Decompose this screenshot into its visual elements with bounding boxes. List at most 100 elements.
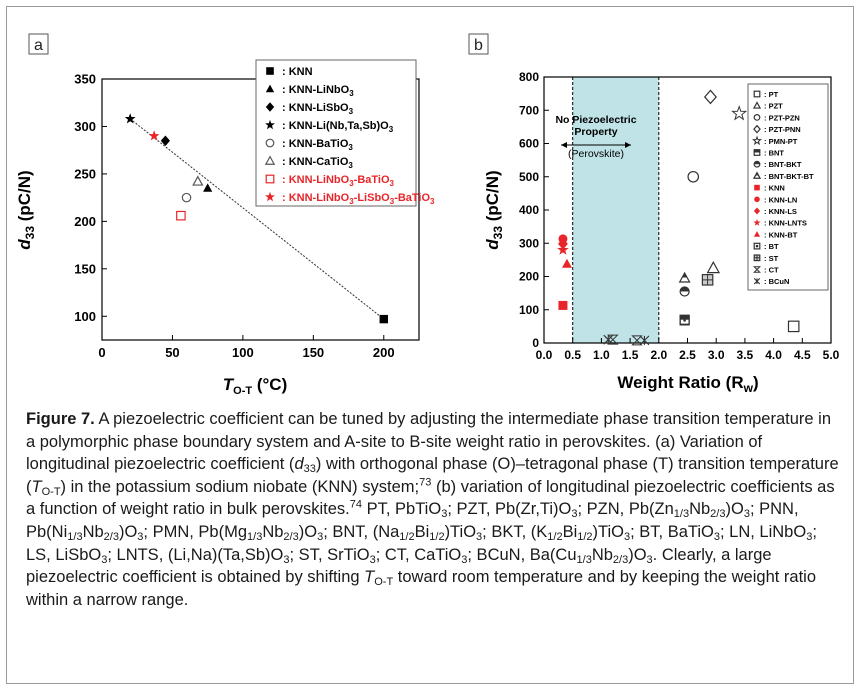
caption-part: 2/3: [103, 530, 119, 543]
data-point-b-shape: [706, 260, 721, 274]
caption-part: 3: [283, 553, 290, 566]
caption-part: )O: [118, 522, 138, 541]
caption-part: Nb: [262, 522, 284, 541]
legend-a-label: : KNN-CaTiO3: [282, 156, 353, 170]
data-point-b: [701, 274, 714, 286]
caption-part: 1/3: [576, 553, 592, 566]
legend-b-marker: [753, 113, 761, 121]
caption-part: 1/2: [399, 530, 415, 543]
shade-label-line3: (Perovskite): [568, 148, 624, 160]
legend-b-label: : BNT-BKT: [764, 160, 802, 169]
x-tick-label-a: 100: [232, 345, 254, 360]
caption-part: ; LNTS, (Li,Na)(Ta,Sb)O: [107, 545, 284, 564]
caption-part: ; BCuN, Ba(Cu: [467, 545, 577, 564]
panel-b-xlabel: Weight Ratio (Rw): [617, 373, 758, 395]
panel-b-axes: 0.0 0.5 1.0 1.5 2.0 2.5 3.0 3.5 4.0 4.5 5.0 0 100 200…: [519, 70, 840, 362]
y-tick-label-b: 300: [519, 236, 539, 250]
xlabel-a-main: T: [223, 375, 235, 394]
caption-part: 3: [317, 530, 324, 543]
legend-b-marker-fill: [754, 161, 760, 165]
legend-a-label: : KNN-LiSbO3: [282, 102, 354, 116]
x-tick-label-a: 200: [373, 345, 395, 360]
y-tick-label-b: 100: [519, 303, 539, 317]
legend-b-marker: [752, 101, 762, 109]
legend-b-marker: [753, 278, 761, 285]
legend-b-marker: [753, 90, 761, 98]
panel-b-ylabel: d33 (pC/N): [483, 170, 505, 249]
caption-part: )O: [628, 545, 647, 564]
legend-b-marker: [752, 266, 762, 273]
data-point-b: [787, 320, 800, 333]
legend-b-marker-cross: [754, 255, 760, 261]
y-tick-label-b: 600: [519, 137, 539, 151]
legend-a-label: : KNN-LiNbO3-LiSbO3-BaTiO3: [282, 192, 435, 206]
caption-part: 1/2: [577, 530, 593, 543]
ylabel-b-unit: (pC/N): [483, 170, 502, 226]
caption-part: 1/2: [429, 530, 445, 543]
legend-a-label-part: -BaTiO: [354, 174, 390, 186]
legend-b-label: : KNN: [764, 184, 785, 193]
caption-part: ; CT, CaTiO: [375, 545, 462, 564]
caption-part: 3: [476, 530, 483, 543]
panel-b-legend: [747, 83, 829, 291]
caption-part: ; ST, SrTiO: [289, 545, 370, 564]
legend-b-marker: [754, 184, 760, 191]
caption-part: Bi: [414, 522, 430, 541]
legend-b-marker-shape: [753, 242, 761, 250]
legend-b-marker-shape: [753, 124, 761, 134]
legend-a-label-part: : KNN-Li(Nb,Ta,Sb)O: [282, 120, 389, 132]
ylabel-b-sub: 33: [491, 226, 505, 240]
legend-b-marker-shape: [753, 90, 761, 98]
y-tick-label-b: 800: [519, 70, 539, 84]
caption-part: 3: [806, 530, 813, 543]
caption-part: 1/2: [547, 530, 563, 543]
ylabel-a-unit: (pC/N): [15, 170, 34, 226]
caption-part: 3: [441, 508, 448, 521]
data-point-b-shape: [639, 335, 650, 346]
y-tick-label-a: 100: [74, 309, 96, 324]
legend-a-marker: [265, 84, 275, 93]
panel-a-tag: a: [34, 37, 43, 54]
caption-part: d: [294, 455, 304, 474]
legend-b-label: : BNT: [764, 149, 784, 158]
caption-part: 3: [571, 508, 578, 521]
ylabel-a-main: d: [15, 239, 34, 250]
legend-b-marker-shape: [752, 171, 762, 179]
caption-part: ; PMN, Pb(Mg: [143, 522, 248, 541]
data-point-a: [124, 113, 136, 124]
legend-a-label-part: -LiSbO: [354, 192, 390, 204]
xlabel-b-sub: w: [743, 381, 754, 395]
x-tick-label-b: 1.0: [593, 348, 610, 362]
legend-b-marker: [753, 242, 761, 250]
data-point-b: [679, 315, 690, 326]
data-point-b: [639, 335, 650, 346]
caption-part: )TiO: [444, 522, 477, 541]
caption-part: ) in the potassium sodium niobate (KNN) …: [60, 477, 420, 496]
shade-label-line1: No Piezoelectric: [555, 114, 636, 126]
data-point-b: [703, 89, 717, 105]
legend-b-marker-shape: [754, 196, 760, 203]
legend-a-marker-shape: [265, 191, 275, 202]
data-point-a-shape: [181, 192, 192, 203]
caption-part: 3: [101, 553, 108, 566]
panel-b-legend-entries: : PT: PZT: PZT-PZN: PZT-PNN: PMN-PT: BNT…: [751, 90, 814, 286]
caption-part: O-T: [374, 576, 394, 589]
legend-b-label: : ST: [764, 254, 779, 263]
legend-a-marker: [265, 102, 275, 112]
data-point-b-fill: [680, 315, 690, 320]
y-tick-label-b: 700: [519, 103, 539, 117]
x-tick-label-a: 0: [98, 345, 105, 360]
legend-b-label: : BT: [764, 242, 779, 251]
legend-b-marker-shape: [751, 135, 763, 146]
legend-b-label: : PZT: [764, 102, 783, 111]
caption-part: )O: [725, 500, 744, 519]
y-tick-label-a: 250: [74, 166, 96, 181]
legend-a-label-part: : KNN: [282, 66, 313, 78]
legend-b-label: : PMN-PT: [764, 137, 798, 146]
caption-part: T: [31, 477, 42, 496]
xlabel-b-main: Weight Ratio (R: [617, 373, 743, 392]
legend-a-label: : KNN-Li(Nb,Ta,Sb)O3: [282, 120, 394, 134]
panel-b-tag-box: [468, 33, 489, 55]
caption-part: ; BKT, (K: [482, 522, 548, 541]
legend-b-marker-shape: [754, 184, 760, 191]
